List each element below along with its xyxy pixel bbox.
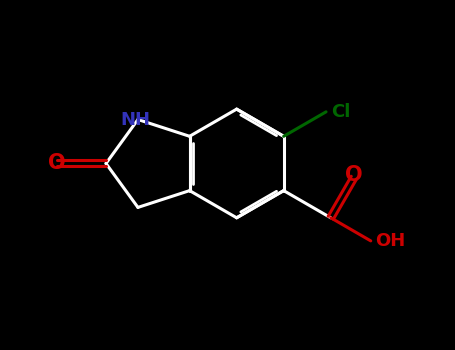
Text: NH: NH — [120, 111, 150, 128]
Text: O: O — [345, 165, 363, 185]
Text: Cl: Cl — [332, 103, 351, 121]
Text: OH: OH — [375, 232, 405, 250]
Text: O: O — [48, 153, 66, 174]
